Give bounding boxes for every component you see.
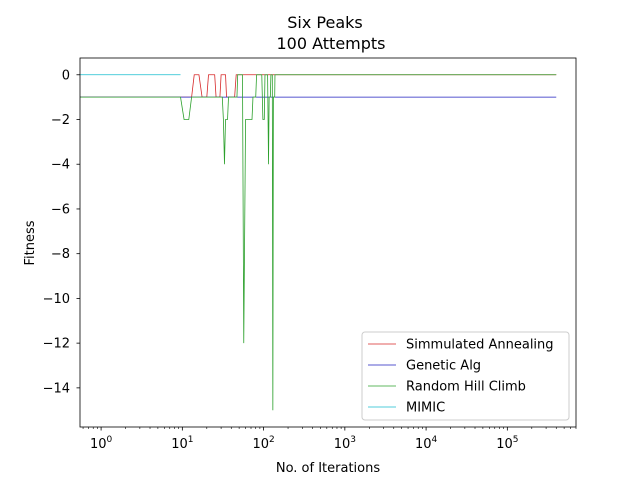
x-axis-label: No. of Iterations [276, 461, 381, 476]
legend: Simmulated Annealing Genetic Alg Random Hi… [361, 331, 570, 421]
legend-label: MIMIC [406, 401, 445, 416]
chart-title: Six Peaks [287, 13, 362, 32]
y-tick-label: −6 [51, 202, 70, 217]
x-tick-label: 102 [252, 435, 274, 452]
series-layer [80, 74, 557, 411]
legend-label: Genetic Alg [406, 359, 481, 374]
y-tick-label: −4 [51, 158, 70, 173]
series-line-random-hill-climb [80, 74, 557, 411]
x-tick-label: 101 [171, 435, 193, 452]
chart-subtitle: 100 Attempts [276, 34, 385, 53]
x-tick-label: 104 [415, 435, 438, 452]
y-tick-label: −8 [51, 247, 70, 262]
x-tick-label: 100 [90, 435, 113, 452]
legend-label: Random Hill Climb [406, 380, 526, 395]
y-tick-label: −12 [43, 337, 70, 352]
x-tick-label: 105 [496, 435, 518, 452]
x-tick-label: 103 [334, 435, 356, 452]
x-axis-ticks: 100 101 102 103 104 105 [82, 427, 577, 452]
y-tick-label: 0 [62, 68, 70, 83]
y-axis-label: Fitness [23, 220, 38, 265]
y-tick-label: −10 [43, 292, 70, 307]
legend-box [361, 331, 570, 421]
y-tick-label: −14 [43, 381, 70, 396]
series-line-simmulated-annealing [80, 74, 557, 98]
legend-label: Simmulated Annealing [406, 338, 554, 353]
plot-frame [79, 57, 577, 428]
y-axis-ticks: 0 −2 −4 −6 −8 −10 −12 −14 [43, 68, 80, 396]
y-tick-label: −2 [51, 113, 70, 128]
